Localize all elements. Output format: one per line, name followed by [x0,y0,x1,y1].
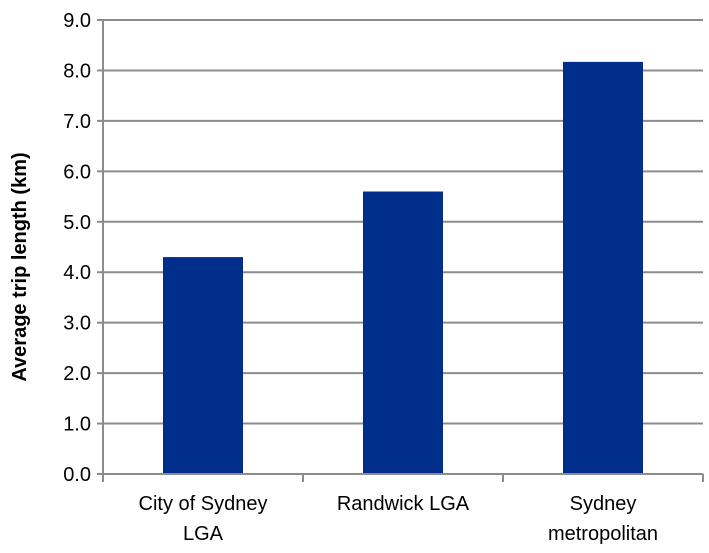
x-category-labels: City of Sydney LGA Randwick LGA Sydney metro… [139,493,659,545]
bar-sydney-metropolitan [563,61,643,474]
y-tick-label: 2.0 [63,363,91,385]
bar-randwick-lga [363,191,443,474]
y-tick-label: 5.0 [63,212,91,234]
y-tick-label: 4.0 [63,262,91,284]
y-tick-label: 1.0 [63,414,91,436]
bar-city-of-sydney-lga [163,257,243,474]
y-tick-label: 7.0 [63,111,91,133]
y-tick-label: 6.0 [63,161,91,183]
y-axis-title: Average trip length (km) [9,152,31,381]
y-tick-label: 3.0 [63,313,91,335]
x-category-label: City of Sydney LGA [139,493,268,545]
y-tick-labels: 0.0 1.0 2.0 3.0 4.0 5.0 6.0 7.0 8.0 9.0 [63,10,91,486]
y-tick-label: 0.0 [63,464,91,486]
y-tick-label: 9.0 [63,10,91,32]
x-category-label: Randwick LGA [337,493,470,515]
x-category-label: Sydney metropolitan [548,493,658,545]
bars [163,61,643,474]
axes [97,19,704,482]
y-tick-label: 8.0 [63,60,91,82]
